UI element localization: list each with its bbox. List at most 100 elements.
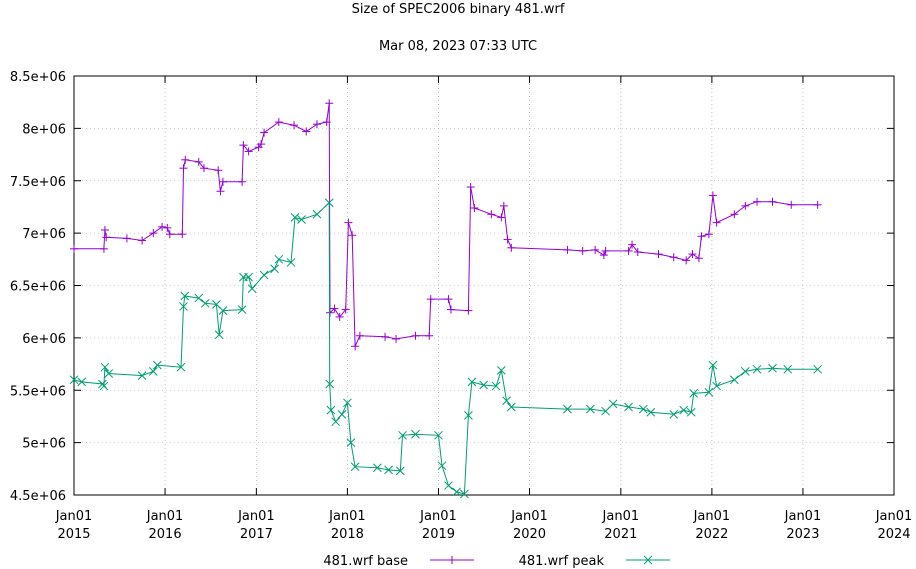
data-point (100, 225, 109, 234)
data-point (70, 244, 78, 253)
data-point (704, 387, 714, 397)
data-point (290, 213, 300, 222)
series-line (74, 103, 818, 347)
data-point (158, 222, 167, 231)
data-point (464, 411, 473, 420)
data-point (148, 367, 158, 376)
data-point (437, 461, 447, 471)
x-tick-label: Jan01 (510, 509, 548, 524)
data-point (77, 377, 87, 387)
data-point (591, 245, 600, 254)
x-tick-label: 2020 (513, 527, 546, 542)
data-point (787, 200, 796, 209)
data-point (194, 293, 204, 303)
data-point (214, 166, 223, 175)
data-point (322, 118, 331, 127)
data-point (274, 254, 284, 264)
data-point (270, 264, 279, 274)
x-tick-label: Jan01 (419, 509, 457, 524)
data-point (214, 330, 224, 340)
x-tick-label: 2023 (786, 527, 819, 542)
y-tick-label: 7e+06 (22, 227, 66, 242)
data-point (346, 438, 356, 447)
data-point (669, 253, 678, 262)
data-point (355, 331, 364, 340)
data-point (563, 245, 572, 254)
data-point (686, 407, 696, 417)
data-point (138, 236, 147, 245)
y-tick-label: 7.5e+06 (10, 175, 66, 190)
data-point (99, 381, 109, 391)
legend-label: 481.wrf base (323, 554, 408, 569)
data-point (460, 489, 469, 499)
data-point (466, 183, 475, 192)
data-point (464, 306, 473, 315)
data-point (218, 177, 227, 186)
data-point (100, 362, 110, 372)
data-point (608, 399, 618, 409)
x-tick-label: 2018 (331, 527, 364, 542)
data-point (712, 218, 721, 227)
data-point (708, 360, 718, 370)
data-point (330, 304, 339, 313)
data-point (487, 210, 496, 219)
series-layer (69, 99, 823, 499)
data-point (274, 118, 283, 127)
data-point (452, 487, 462, 497)
data-point (260, 128, 269, 137)
data-point (99, 244, 108, 253)
data-point (312, 120, 321, 129)
data-point (499, 201, 508, 210)
data-point (646, 407, 656, 417)
data-point (290, 121, 299, 130)
data-point (426, 295, 435, 304)
x-tick-label: Jan01 (55, 509, 93, 524)
data-point (479, 380, 488, 390)
data-point (335, 312, 344, 321)
y-tick-label: 8.5e+06 (10, 70, 66, 85)
axis-ticks: 4.5e+06 5e+06 5.5e+06 6e+06 6.5e+06 7e+06 7.5e… (10, 70, 912, 542)
series-base (70, 99, 822, 351)
data-point (178, 230, 187, 239)
data-point (395, 466, 405, 476)
x-tick-label: Jan01 (146, 509, 184, 524)
data-point (165, 230, 174, 239)
y-tick-label: 8e+06 (22, 122, 66, 137)
data-point (259, 270, 269, 280)
x-tick-label: Jan01 (237, 509, 275, 524)
x-tick-label: 2024 (877, 527, 910, 542)
data-point (638, 404, 648, 414)
legend-label: 481.wrf peak (519, 554, 605, 569)
x-tick-label: Jan01 (602, 509, 640, 524)
data-point (444, 295, 453, 304)
data-point (507, 243, 516, 252)
data-point (496, 365, 506, 375)
x-tick-label: Jan01 (328, 509, 366, 524)
data-point (411, 429, 420, 439)
data-point (470, 203, 479, 212)
data-point (163, 223, 172, 232)
data-point (392, 334, 401, 343)
data-point (218, 306, 228, 315)
data-point (149, 229, 158, 238)
data-point (601, 246, 610, 255)
grid (73, 75, 895, 496)
x-tick-label: 2021 (604, 527, 637, 542)
data-point (216, 187, 225, 196)
data-point (446, 305, 455, 314)
data-point (425, 331, 434, 340)
plot-border (73, 75, 895, 496)
data-point (712, 381, 721, 391)
y-tick-label: 5e+06 (22, 437, 66, 452)
x-tick-label: Jan01 (875, 509, 913, 524)
data-point (444, 481, 453, 490)
data-point (506, 402, 516, 412)
data-point (137, 371, 147, 380)
data-point (152, 360, 162, 370)
data-point (200, 298, 210, 308)
data-point (237, 305, 247, 314)
data-point (813, 200, 822, 209)
data-point (783, 364, 793, 374)
data-point (688, 250, 697, 259)
